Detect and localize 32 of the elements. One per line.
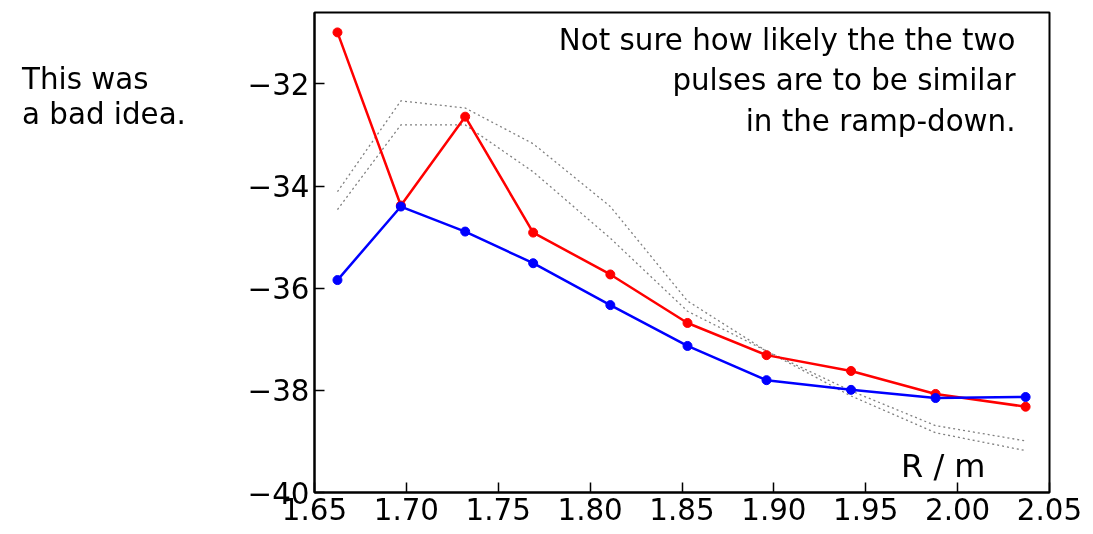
x-tick-label: 1.95: [833, 492, 899, 527]
x-tick-label: 1.80: [557, 492, 623, 527]
point: [528, 258, 539, 269]
point: [332, 275, 343, 286]
y-tick-label: −38: [247, 374, 310, 409]
point: [1020, 392, 1031, 402]
point: [605, 269, 616, 280]
point: [460, 111, 471, 122]
point: [761, 375, 772, 386]
point: [460, 226, 471, 237]
x-axis-title: R / m: [900, 446, 986, 485]
point: [682, 340, 693, 351]
point: [761, 350, 772, 361]
x-tick-label: 2.05: [1016, 492, 1083, 527]
point: [1020, 401, 1031, 412]
point: [846, 365, 857, 376]
point: [682, 317, 693, 328]
x-tick-label: 1.70: [373, 492, 440, 527]
point: [846, 384, 857, 395]
y-tick-label: −34: [247, 170, 310, 205]
y-tick-label: −36: [247, 272, 310, 307]
y-tick-label: −32: [247, 67, 310, 102]
x-tick-label: 1.90: [741, 492, 807, 527]
x-tick-label: 1.75: [465, 492, 531, 527]
x-tick-label: 1.85: [649, 492, 715, 527]
text: This was a bad idea.: [22, 62, 186, 133]
x-tick-label: 2.00: [924, 492, 991, 527]
point: [930, 393, 941, 404]
point: [605, 300, 616, 311]
point: [332, 27, 343, 38]
annotation: Not sure how likely the the two pulses are to be similar in the ramp-down.: [558, 22, 1017, 139]
point: [528, 227, 539, 238]
